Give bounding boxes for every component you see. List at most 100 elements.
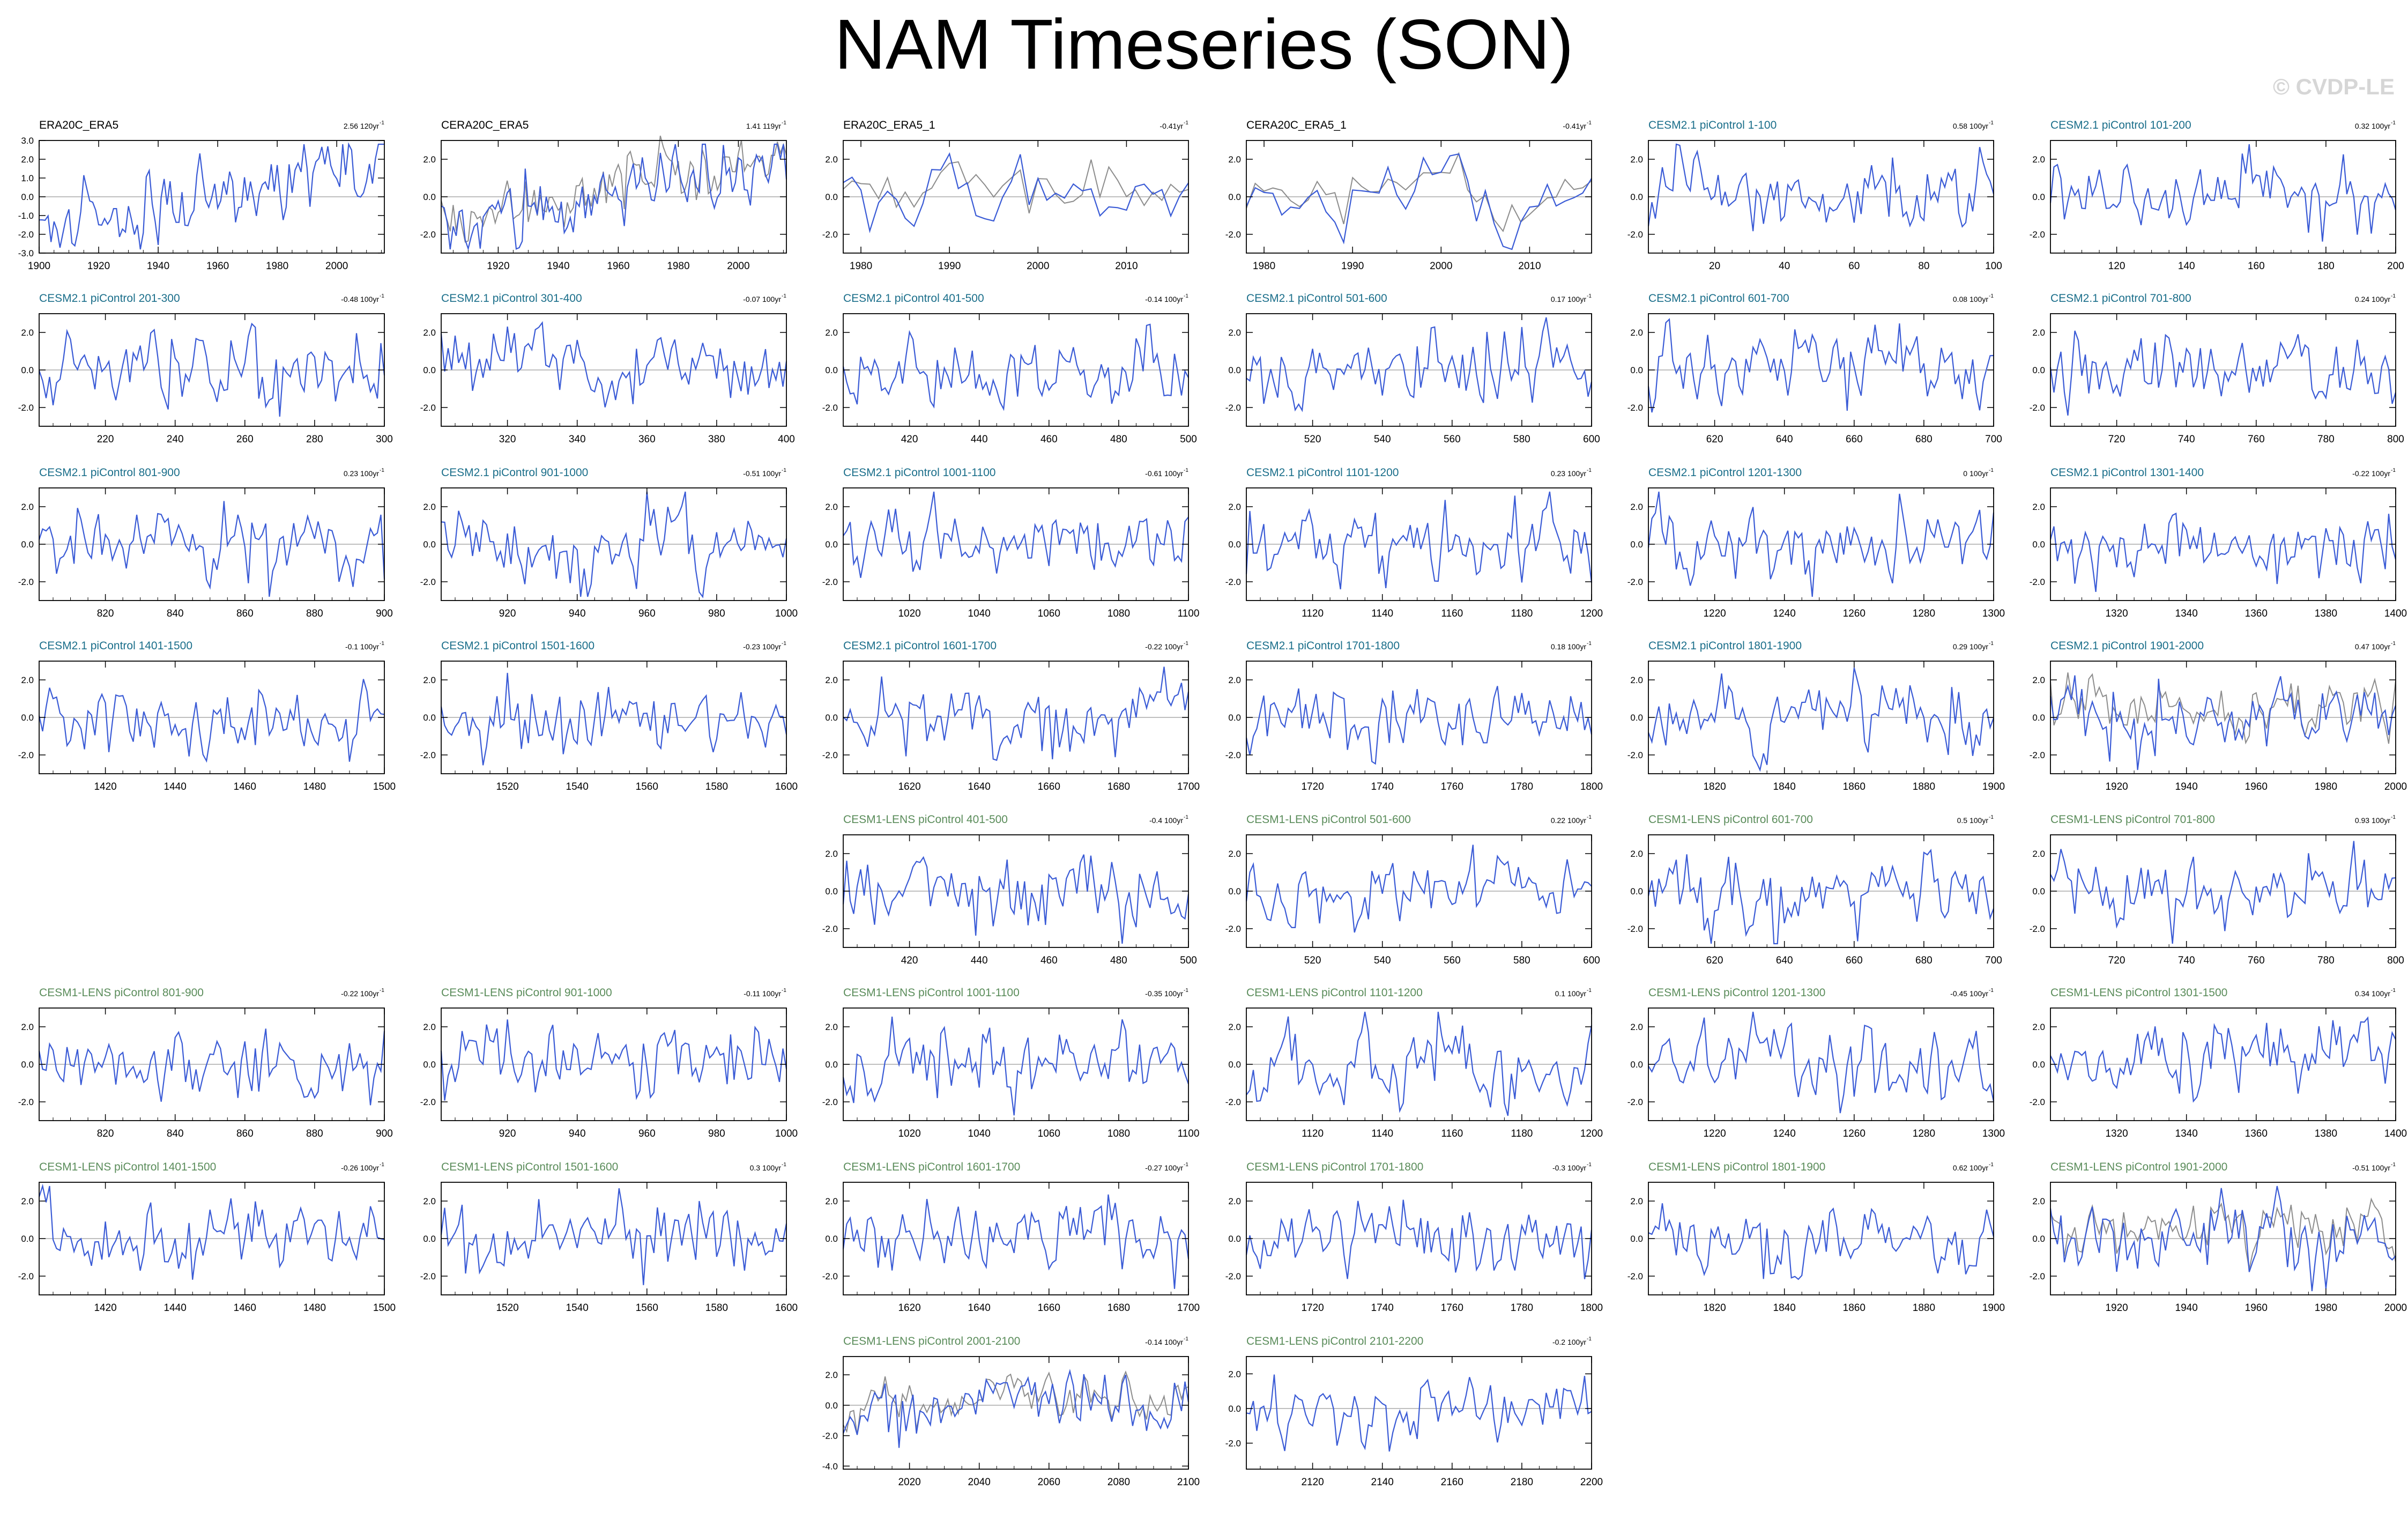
- trend-label: 0.32 100yr: [2355, 122, 2390, 130]
- y-tick-label: 2.0: [2032, 154, 2045, 165]
- y-tick-label: -2.0: [1225, 924, 1241, 934]
- x-tick-label: 1200: [1580, 608, 1603, 619]
- panel-title: CESM1-LENS piControl 901-1000: [441, 987, 612, 999]
- y-tick-label: 0.0: [1630, 1059, 1643, 1070]
- x-tick-label: 900: [376, 608, 393, 619]
- trend-exponent: -1: [782, 988, 786, 994]
- overlay-series-line: [2050, 672, 2396, 745]
- y-tick-label: 0.0: [1228, 1404, 1241, 1414]
- panel-title: CESM2.1 piControl 201-300: [39, 292, 180, 305]
- y-tick-label: 0.0: [825, 1401, 838, 1411]
- x-tick-label: 540: [1374, 955, 1391, 966]
- series-line: [1245, 1199, 1593, 1279]
- x-tick-label: 1000: [775, 1128, 798, 1139]
- x-tick-label: 40: [1779, 261, 1790, 272]
- panel-title: CESM2.1 piControl 1801-1900: [1648, 640, 1802, 652]
- x-tick-label: 860: [236, 1128, 254, 1139]
- x-tick-label: 1580: [705, 781, 728, 792]
- chart-panel: CESM2.1 piControl 1101-1200 0.23 100yr -1 1…: [1225, 466, 1603, 619]
- chart-panel: CESM2.1 piControl 1601-1700 -0.22 100yr -1…: [822, 640, 1200, 792]
- y-tick-label: 0.0: [21, 1234, 34, 1244]
- panel-title: CESM2.1 piControl 1001-1100: [843, 466, 995, 479]
- trend-label: -0.51 100yr: [2352, 1164, 2390, 1172]
- chart-panel: CESM2.1 piControl 901-1000 -0.51 100yr -1 9…: [420, 466, 798, 619]
- x-tick-label: 760: [2248, 434, 2265, 445]
- trend-label: 0.47 100yr: [2355, 642, 2390, 651]
- x-tick-label: 1680: [1108, 781, 1130, 792]
- y-tick-label: 2.0: [21, 675, 34, 685]
- y-tick-label: -2.0: [1225, 1271, 1241, 1281]
- series-line: [1647, 318, 1994, 413]
- panel-title: CESM2.1 piControl 1601-1700: [843, 640, 997, 652]
- y-tick-label: -2.0: [1225, 1439, 1241, 1449]
- trend-exponent: -1: [1587, 293, 1592, 299]
- chart-panel: ERA20C_ERA5 2.56 120yr -1 1900 1920 1940 1960 1…: [18, 119, 385, 272]
- y-tick-label: 0.0: [2032, 192, 2045, 202]
- x-tick-label: 1380: [2315, 1128, 2337, 1139]
- y-tick-label: -2.0: [822, 229, 838, 240]
- chart-panel: CESM1-LENS piControl 1301-1500 0.34 100yr…: [2030, 987, 2407, 1139]
- y-tick-label: 2.0: [21, 328, 34, 338]
- x-tick-label: 1920: [87, 261, 110, 272]
- trend-label: 0.17 100yr: [1551, 295, 1586, 303]
- series-line: [39, 142, 384, 250]
- panel-title: CESM1-LENS piControl 1501-1600: [441, 1161, 618, 1173]
- y-tick-label: 2.0: [423, 675, 436, 685]
- x-tick-label: 1820: [1703, 781, 1726, 792]
- y-tick-label: -2.0: [822, 403, 838, 413]
- x-tick-label: 1000: [775, 608, 798, 619]
- x-tick-label: 1180: [1511, 1128, 1533, 1139]
- y-tick-label: 0.0: [1630, 539, 1643, 550]
- y-tick-label: -2.0: [2030, 403, 2045, 413]
- y-tick-label: -4.0: [822, 1461, 838, 1471]
- x-tick-label: 520: [1304, 434, 1321, 445]
- x-tick-label: 1940: [2175, 781, 2198, 792]
- y-tick-label: 2.0: [825, 849, 838, 859]
- x-tick-label: 60: [1848, 261, 1860, 272]
- y-tick-label: 2.0: [1630, 675, 1643, 685]
- y-tick-label: -2.0: [1627, 229, 1643, 240]
- series-line: [441, 491, 787, 598]
- chart-panel: CESM2.1 piControl 1501-1600 -0.23 100yr -1…: [420, 640, 798, 792]
- trend-exponent: -1: [1587, 1162, 1592, 1168]
- x-tick-label: 1880: [1913, 1302, 1935, 1314]
- panel-title: CESM2.1 piControl 1501-1600: [441, 640, 594, 652]
- y-tick-label: -2.0: [18, 1271, 34, 1281]
- panel-title: CERA20C_ERA5_1: [1246, 119, 1347, 131]
- x-tick-label: 380: [708, 434, 725, 445]
- y-tick-label: 2.0: [1228, 1196, 1241, 1206]
- chart-panel: CESM2.1 piControl 1401-1500 -0.1 100yr -1 1…: [18, 640, 396, 792]
- chart-panel: CESM1-LENS piControl 401-500 -0.4 100yr -1…: [822, 813, 1197, 966]
- x-tick-label: 1060: [1038, 1128, 1060, 1139]
- y-tick-label: -2.0: [2030, 924, 2045, 934]
- series-line: [440, 672, 787, 766]
- y-tick-label: 0.0: [21, 192, 34, 202]
- page-title: NAM Timeseries (SON): [834, 5, 1574, 84]
- x-tick-label: 1100: [1178, 1128, 1200, 1139]
- x-tick-label: 1160: [1441, 608, 1463, 619]
- x-tick-label: 1640: [968, 1302, 991, 1314]
- y-tick-label: -2.0: [822, 924, 838, 934]
- x-tick-label: 480: [1110, 955, 1127, 966]
- y-tick-label: 2.0: [21, 154, 34, 165]
- x-tick-label: 1800: [1580, 781, 1603, 792]
- chart-panel: CESM2.1 piControl 601-700 0.08 100yr -1 620…: [1627, 292, 2002, 445]
- y-tick-label: -2.0: [822, 750, 838, 760]
- trend-label: 0.34 100yr: [2355, 989, 2390, 998]
- chart-panel: CESM2.1 piControl 101-200 0.32 100yr -1 120…: [2030, 119, 2404, 272]
- series-line: [38, 1028, 385, 1106]
- x-tick-label: 1840: [1773, 781, 1796, 792]
- x-tick-label: 2080: [1108, 1477, 1130, 1488]
- plot-frame: [1246, 1356, 1592, 1470]
- x-tick-label: 1960: [2245, 1302, 2268, 1314]
- trend-exponent: -1: [2391, 120, 2396, 126]
- x-tick-label: 620: [1706, 434, 1723, 445]
- x-tick-label: 1100: [1178, 608, 1200, 619]
- y-tick-label: 2.0: [825, 154, 838, 165]
- trend-label: -0.1 100yr: [345, 642, 379, 651]
- panel-title: CESM2.1 piControl 401-500: [843, 292, 984, 305]
- x-tick-label: 780: [2317, 955, 2335, 966]
- y-tick-label: 0.0: [825, 1059, 838, 1070]
- overlay-series-line: [1246, 152, 1592, 233]
- trend-label: -0.27 100yr: [1145, 1164, 1183, 1172]
